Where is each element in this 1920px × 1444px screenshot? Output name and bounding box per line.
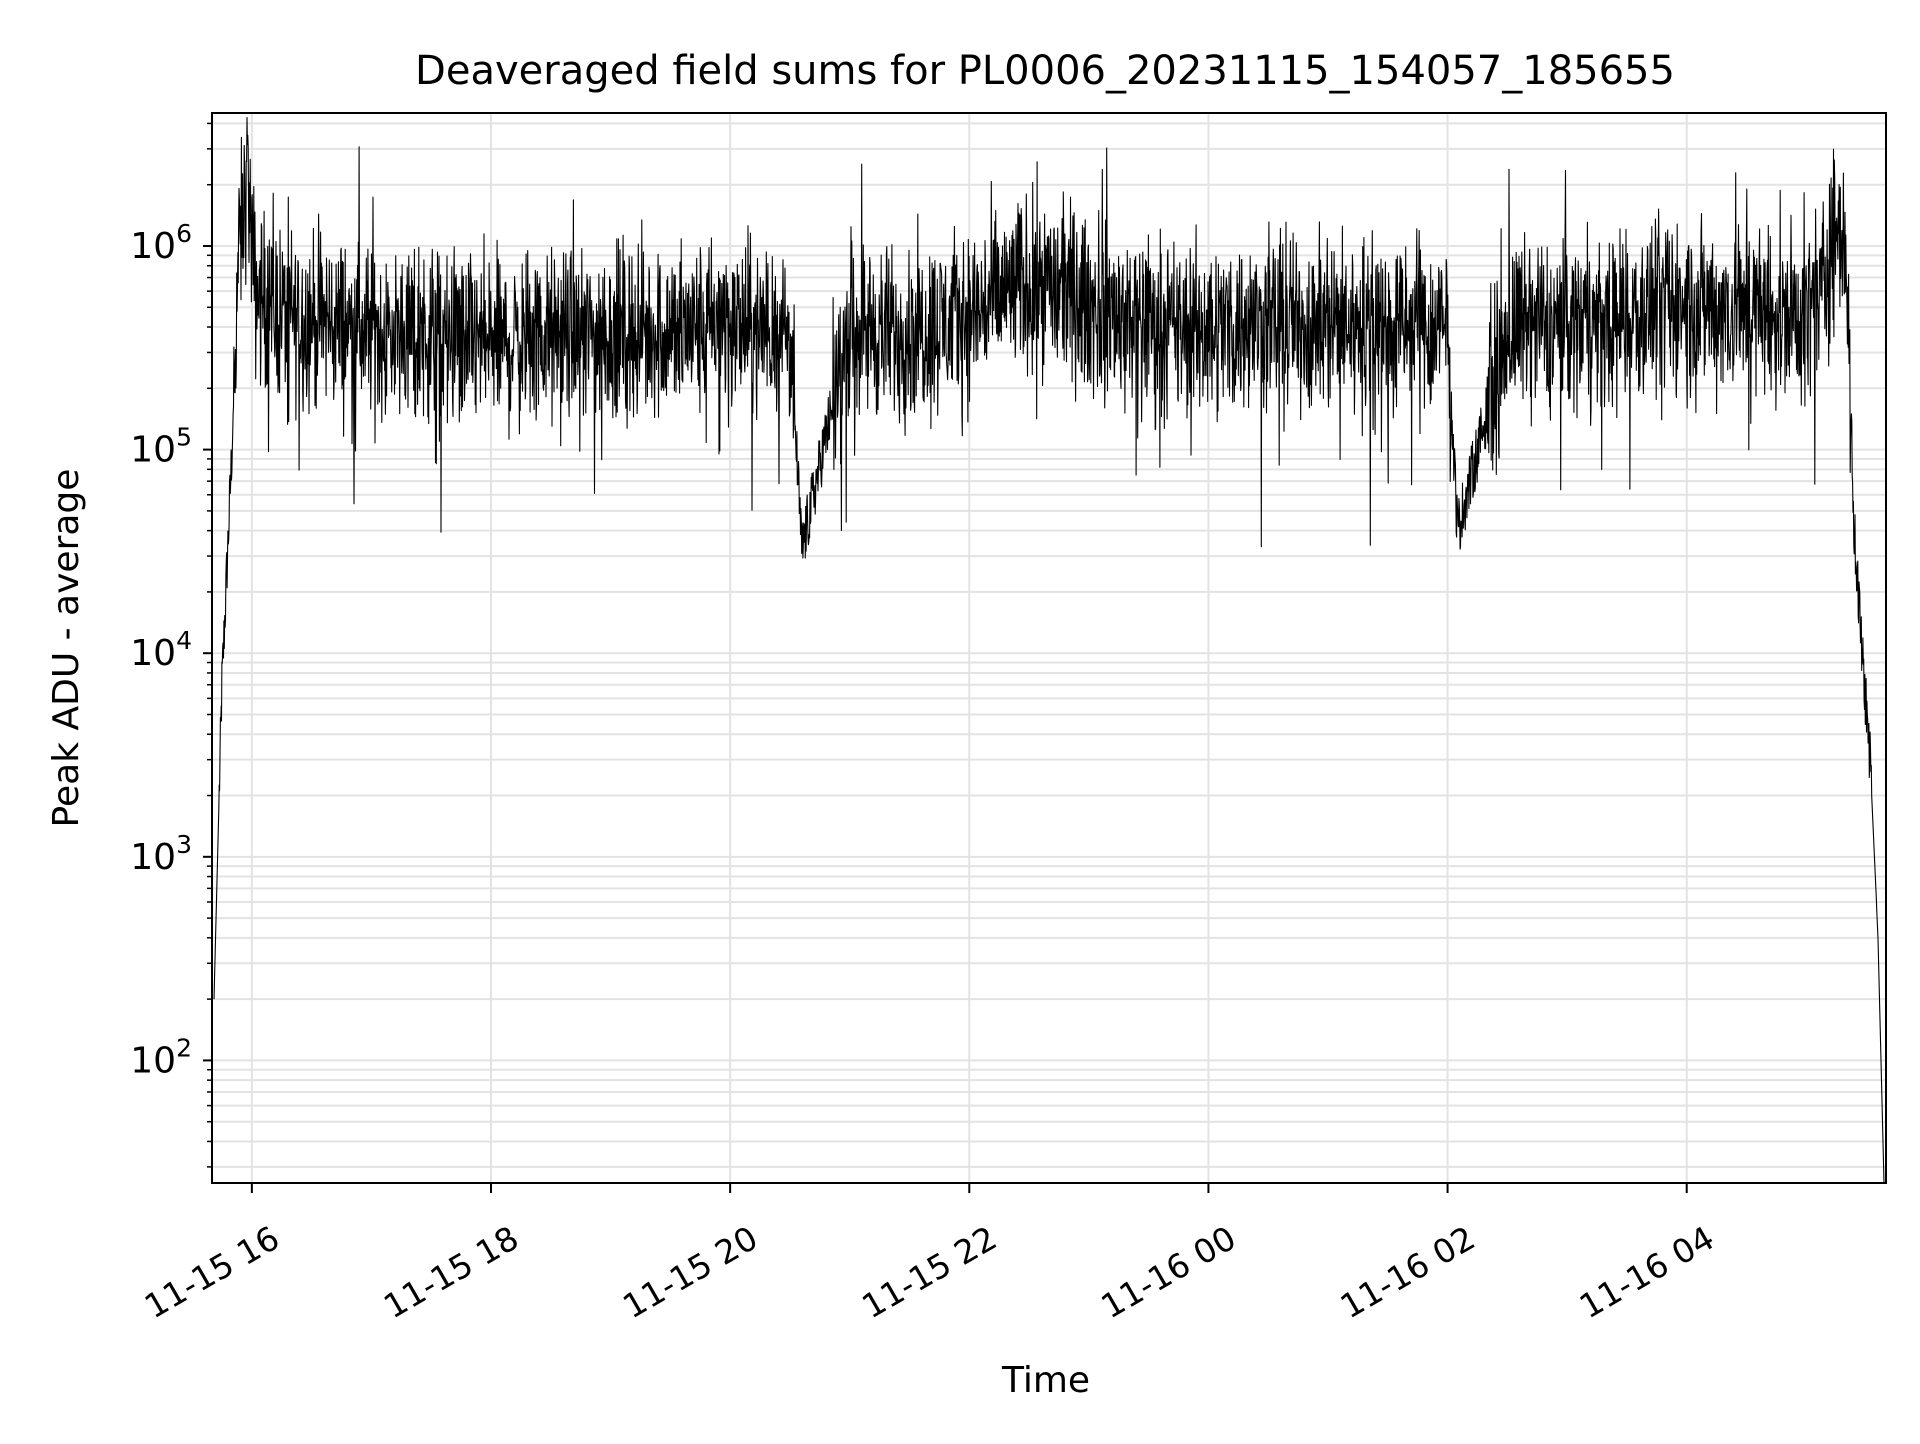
y-tick-exponent: 2 [176,1033,192,1062]
x-axis: 11-15 16 11-15 18 11-15 20 11-15 22 11-16 00… [138,1183,1721,1326]
chart-title: Deaveraged field sums for PL0006_2023111… [415,48,1675,94]
y-tick-base: 10 [130,430,176,471]
y-tick-exponent: 6 [176,219,192,248]
y-tick-label: 103 [130,830,192,878]
y-tick-base: 10 [130,633,176,674]
y-tick-base: 10 [130,1040,176,1081]
y-tick-label: 104 [130,626,192,674]
x-tick-label: 11-15 20 [616,1218,764,1326]
x-tick-label: 11-16 02 [1334,1218,1482,1326]
y-tick-exponent: 3 [176,830,192,859]
y-tick-base: 10 [130,226,176,267]
x-tick-label: 11-16 04 [1573,1218,1721,1326]
y-tick-exponent: 4 [176,626,192,655]
y-tick-label: 106 [130,219,192,267]
x-tick-label: 11-16 00 [1094,1218,1242,1326]
y-tick-exponent: 5 [176,423,192,452]
y-tick-label: 105 [130,423,192,471]
x-tick-label: 11-15 22 [855,1218,1003,1326]
x-axis-label: Time [1001,1360,1090,1401]
x-tick-label: 11-15 16 [138,1218,286,1326]
y-tick-base: 10 [130,837,176,878]
x-tick-label: 11-15 18 [377,1218,525,1326]
y-tick-label: 102 [130,1033,192,1081]
y-axis-label: Peak ADU - average [46,469,87,828]
